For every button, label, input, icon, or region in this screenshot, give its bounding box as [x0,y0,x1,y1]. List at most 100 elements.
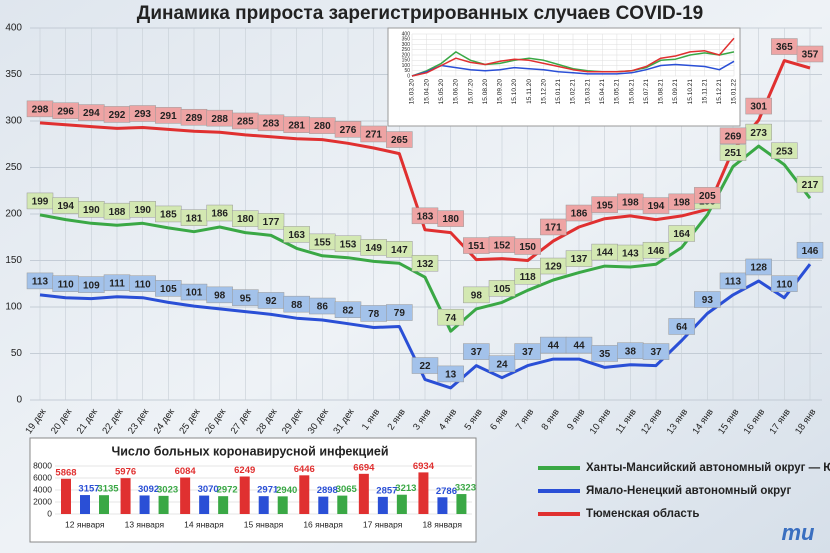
data-label: 2786 [436,486,457,497]
series-line [411,37,735,77]
data-label-box [386,241,413,258]
data-label: 146 [802,246,819,257]
data-label-box [745,97,772,115]
x-tick-label: 15.07.20 [467,79,474,105]
x-tick-label: 15.11.20 [526,79,533,104]
y-tick-label: 100 [5,302,22,313]
chart-title: Динамика прироста зарегистрированных слу… [137,3,703,24]
data-label: 79 [394,308,406,319]
data-label: 147 [391,245,408,256]
x-tick-label: 15.02.21 [570,79,577,105]
data-label: 78 [368,309,380,320]
y-tick-label: 100 [402,63,411,69]
data-label-box [771,275,798,292]
x-tick-label: 15 января [244,519,284,529]
data-label-box [796,175,824,193]
data-label-box [257,213,285,230]
data-label: 3070 [198,484,219,495]
y-tick-label: 50 [11,348,23,359]
data-label: 293 [134,109,151,120]
x-tick-label: 15.10.20 [511,79,518,105]
data-label: 199 [32,197,49,208]
data-label: 2971 [257,485,279,496]
data-label: 153 [340,239,357,250]
data-label: 177 [263,217,280,228]
data-label: 37 [650,347,662,358]
y-tick-label: 400 [5,23,22,34]
bar [239,476,250,514]
data-label: 6446 [294,464,315,475]
data-label: 132 [417,259,434,270]
x-tick-label: 15.07.21 [643,79,650,105]
data-label-box [488,355,516,372]
data-label-box [642,343,670,360]
data-label: 288 [211,114,228,125]
data-label-box [694,187,721,204]
data-label: 186 [571,209,588,220]
data-label-box [668,225,695,242]
data-label: 198 [673,198,690,209]
data-label: 82 [342,305,354,316]
data-label: 292 [109,110,126,121]
x-tick-label: 14 января [184,519,224,529]
data-label: 128 [750,263,767,274]
data-label: 3157 [78,484,99,495]
data-label: 285 [237,117,254,128]
legend-label: Ямало-Ненецкий автономный округ [586,485,791,497]
data-label: 194 [648,201,665,212]
data-label: 283 [263,118,280,129]
data-label: 35 [599,349,611,360]
data-label-box [694,291,721,308]
data-label: 151 [468,241,485,252]
data-label: 98 [214,291,226,302]
data-label: 2972 [217,485,238,496]
series-line [39,144,812,333]
data-label: 113 [32,277,49,288]
data-label: 146 [648,246,665,257]
data-label-box [411,357,439,374]
data-label: 37 [471,347,483,358]
data-label: 281 [288,120,305,131]
x-tick-label: 13 января [125,519,165,529]
x-tick-label: 15.01.21 [555,79,562,105]
data-label: 276 [340,125,357,136]
data-label-box [745,258,772,276]
bar [437,497,448,514]
legend-label: Ханты-Мансийский автономный округ — Югра [586,462,830,474]
x-tick-label: 15.08.21 [658,79,665,105]
data-label: 3092 [138,484,159,495]
data-label: 150 [519,242,536,253]
x-tick-label: 12 января [65,519,105,529]
x-tick-label: 15.03.21 [584,79,591,105]
bar [139,495,150,514]
data-label: 185 [160,210,177,221]
data-label: 38 [625,346,637,357]
data-label-box [386,131,413,148]
y-tick-label: 300 [5,116,22,127]
data-label: 289 [186,113,203,124]
x-tick-label: 15.03.20 [409,79,416,105]
data-label: 190 [83,205,100,216]
bar [358,473,369,514]
data-label: 357 [802,50,819,61]
bar [337,495,348,514]
x-tick-label: 15.06.20 [453,79,460,105]
data-label: 109 [83,280,100,291]
data-label: 129 [545,262,562,273]
data-label: 251 [725,148,742,159]
data-label: 271 [365,130,382,141]
series-line [39,263,812,390]
data-label: 6934 [413,461,435,472]
y-tick-label: 150 [402,58,411,64]
data-label-box [771,142,798,159]
x-tick-label: 15.10.21 [687,79,694,105]
bar [158,495,169,514]
bar [80,495,90,514]
bar [396,494,407,514]
data-label: 183 [417,211,434,222]
data-label: 92 [265,296,277,307]
series-line [411,51,735,77]
data-label: 111 [109,278,125,289]
x-tick-label: 17 января [363,519,403,529]
